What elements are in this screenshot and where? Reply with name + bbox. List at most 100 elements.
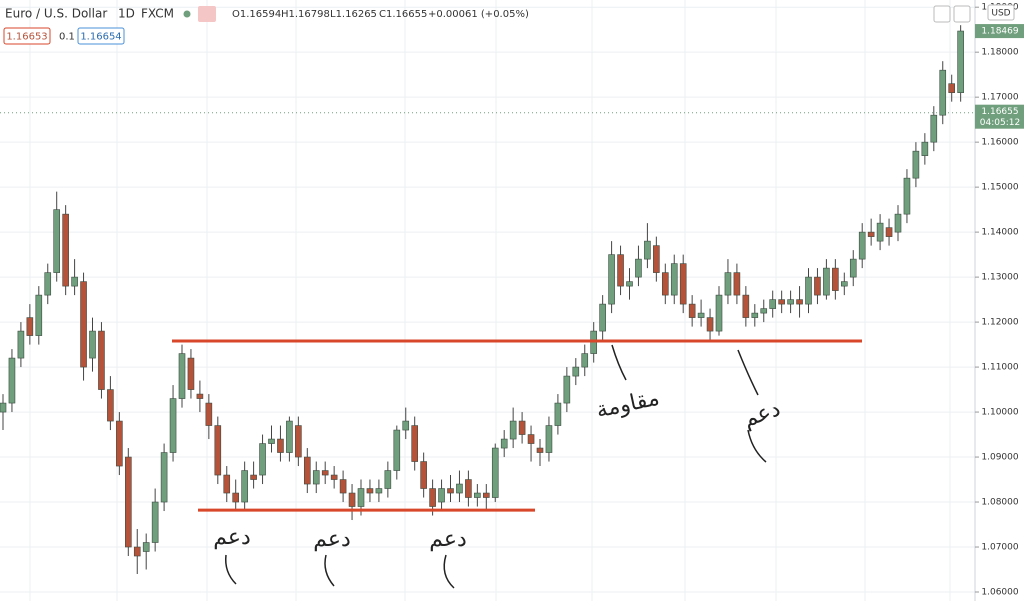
candle-body xyxy=(903,177,911,215)
candle-body xyxy=(250,474,257,480)
candle-body xyxy=(133,546,141,557)
candle-body xyxy=(957,30,964,93)
candle-body xyxy=(697,312,705,318)
header: Euro / U.S. Dollar 1D FXCM O1.16594 H1.1… xyxy=(3,6,529,45)
high: H1.16798 xyxy=(281,9,330,20)
y-tick-label: 1.12000 xyxy=(981,318,1018,328)
candle-body xyxy=(474,492,481,498)
source: FXCM xyxy=(141,7,174,21)
candle-body xyxy=(98,330,105,390)
y-tick-label: 1.06000 xyxy=(981,588,1018,598)
candle-body xyxy=(840,281,848,287)
candle-body xyxy=(796,299,803,305)
candle-body xyxy=(357,488,365,507)
current-price-box xyxy=(975,104,1024,129)
candle-body xyxy=(384,470,392,489)
candle-body xyxy=(787,299,794,305)
candle-body xyxy=(545,425,553,453)
candle-body xyxy=(142,542,150,552)
candle-body xyxy=(116,420,123,467)
candle-body xyxy=(930,114,938,143)
candle-body xyxy=(0,402,7,413)
y-tick-label: 1.10000 xyxy=(981,408,1018,418)
candle-body xyxy=(563,375,571,404)
candle-body xyxy=(232,492,239,503)
spread: 0.1 xyxy=(59,32,75,43)
levels xyxy=(0,112,975,512)
candle-body xyxy=(241,470,248,503)
candle-body xyxy=(196,393,204,399)
grid xyxy=(0,6,975,593)
candle-body xyxy=(536,447,544,453)
candle-body xyxy=(751,312,759,318)
candle-body xyxy=(286,420,293,453)
candle-body xyxy=(223,474,231,494)
y-tick-label: 1.09000 xyxy=(981,453,1018,463)
candle-body xyxy=(581,353,589,368)
scroll-button[interactable] xyxy=(933,5,951,23)
annotation: دعم xyxy=(429,527,467,552)
candle-body xyxy=(778,299,785,305)
candle-body xyxy=(151,501,159,543)
candle-body xyxy=(330,474,338,480)
candle-body xyxy=(626,281,633,287)
candle-body xyxy=(644,240,651,260)
candle-body xyxy=(393,429,401,471)
indicator-icon[interactable] xyxy=(198,6,216,22)
symbol: Euro / U.S. Dollar xyxy=(5,7,107,21)
y-tick-label: 1.18000 xyxy=(981,48,1018,58)
y-tick-label: 1.17000 xyxy=(981,93,1018,103)
candle-body xyxy=(62,213,69,287)
candle-body xyxy=(447,488,454,494)
y-tick-label: 1.08000 xyxy=(981,498,1018,508)
sell-price[interactable]: 1.16653 xyxy=(6,32,47,43)
candle-body xyxy=(885,227,893,237)
candle-body xyxy=(572,366,580,377)
candle-body xyxy=(742,294,750,318)
candle-body xyxy=(554,402,562,426)
candle-body xyxy=(939,69,947,116)
candle-body xyxy=(814,276,821,296)
candle-body xyxy=(653,245,660,273)
candle-body xyxy=(706,317,714,332)
price-axis xyxy=(975,0,1024,601)
candle-body xyxy=(205,402,213,426)
last-price-box xyxy=(975,24,1024,39)
annotation: دعم xyxy=(740,396,784,432)
buy-price[interactable]: 1.16654 xyxy=(80,32,121,43)
candles xyxy=(0,25,964,575)
sell-box[interactable] xyxy=(3,27,51,45)
buy-box[interactable] xyxy=(77,27,125,45)
candle-body xyxy=(670,263,678,296)
candle-body xyxy=(125,456,132,548)
candle-body xyxy=(312,470,320,485)
fullscreen-button[interactable] xyxy=(953,5,971,23)
axis-labels: 1.06000 1.07000 1.08000 1.09000 1.10000 1.110… xyxy=(975,3,1024,598)
candle-body xyxy=(160,452,168,503)
low: L1.16265 xyxy=(330,9,377,20)
candle-body xyxy=(438,488,445,503)
candle-body xyxy=(491,447,499,498)
candle-body xyxy=(402,420,410,431)
candle-body xyxy=(366,488,374,494)
y-tick-label: 1.11000 xyxy=(981,363,1018,373)
candle-body xyxy=(348,492,356,507)
candle-body xyxy=(661,272,669,296)
candle-body xyxy=(894,213,902,233)
candle-body xyxy=(849,258,857,278)
candle-body xyxy=(277,438,284,453)
candle-body xyxy=(420,461,427,489)
last-price-label: 1.18469 xyxy=(981,27,1018,37)
candle-body xyxy=(688,303,696,318)
candle-body xyxy=(214,425,222,476)
candle-body xyxy=(599,303,606,332)
currency-box[interactable] xyxy=(987,4,1015,21)
candle-body xyxy=(375,488,383,494)
candle-body xyxy=(518,420,526,435)
y-tick-label: 1.15000 xyxy=(981,183,1018,193)
y-tick-label: 1.16000 xyxy=(981,138,1018,148)
candle-body xyxy=(89,330,96,359)
currency[interactable]: USD xyxy=(991,9,1010,19)
